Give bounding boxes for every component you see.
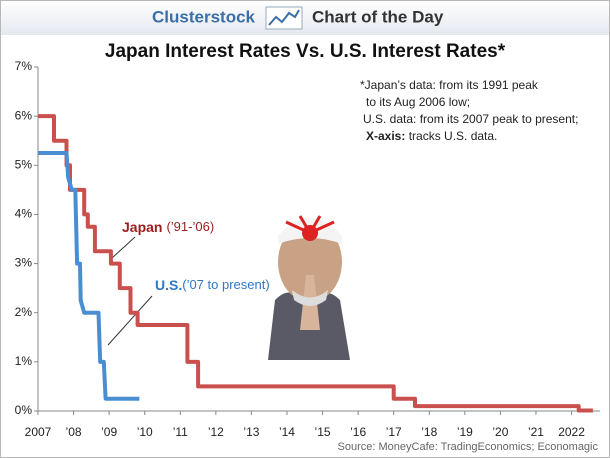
x-tick-label: ’12	[208, 425, 224, 439]
series-name: Japan	[122, 219, 162, 235]
y-tick-label: 6%	[15, 108, 33, 122]
japan-pointer	[111, 236, 136, 259]
x-tick-label: ’20	[492, 425, 508, 439]
series-detail: (’07 to present)	[182, 277, 269, 292]
x-tick-label: ’08	[66, 425, 82, 439]
x-tick-label: 2007	[25, 425, 52, 439]
series-line	[38, 151, 140, 401]
x-tick-label: ’13	[243, 425, 259, 439]
x-tick-label: ’11	[173, 425, 188, 439]
y-tick-label: 4%	[15, 207, 33, 221]
x-tick-label: ’14	[279, 425, 295, 439]
us-pointer	[107, 295, 153, 346]
x-tick-label: ’19	[457, 425, 473, 439]
series-label: Japan (’91-’06)	[122, 219, 214, 235]
note-text: tracks U.S. data.	[405, 129, 497, 143]
y-tick-label: 2%	[15, 305, 33, 319]
x-tick-label: ’09	[101, 425, 117, 439]
x-tick-label: ’17	[386, 425, 402, 439]
brand: Clusterstock	[152, 7, 256, 26]
y-tick-label: 7%	[15, 59, 33, 73]
header-band	[1, 1, 609, 35]
subtitle: Chart of the Day	[312, 7, 444, 26]
x-tick-label: ’16	[350, 425, 366, 439]
chart-title: Japan Interest Rates Vs. U.S. Interest R…	[105, 41, 506, 62]
y-tick-label: 3%	[15, 256, 33, 270]
photo	[265, 205, 377, 360]
source: Source: MoneyCafe: TradingEconomics; Eco…	[338, 441, 599, 453]
note: U.S. data: from its 2007 peak to present…	[363, 112, 578, 126]
series-name: U.S.	[155, 277, 182, 293]
x-tick-label: 2022	[558, 425, 585, 439]
note: to its Aug 2006 low;	[366, 95, 470, 109]
brand-logo	[265, 6, 303, 30]
series-detail: (’91-’06)	[166, 219, 214, 234]
series-line	[38, 114, 593, 413]
series-label: U.S.(’07 to present)	[155, 277, 270, 293]
note: *Japan’s data: from its 1991 peak	[360, 78, 539, 92]
note: X-axis: tracks U.S. data.	[366, 129, 497, 143]
x-tick-label: ’18	[421, 425, 437, 439]
x-tick-label: ’21	[528, 425, 544, 439]
y-tick-label: 0%	[15, 403, 33, 417]
x-tick-label: ’10	[137, 425, 153, 439]
x-tick-label: ’15	[315, 425, 331, 439]
y-tick-label: 5%	[15, 157, 33, 171]
note-label: X-axis:	[366, 129, 405, 143]
y-tick-label: 1%	[15, 354, 33, 368]
